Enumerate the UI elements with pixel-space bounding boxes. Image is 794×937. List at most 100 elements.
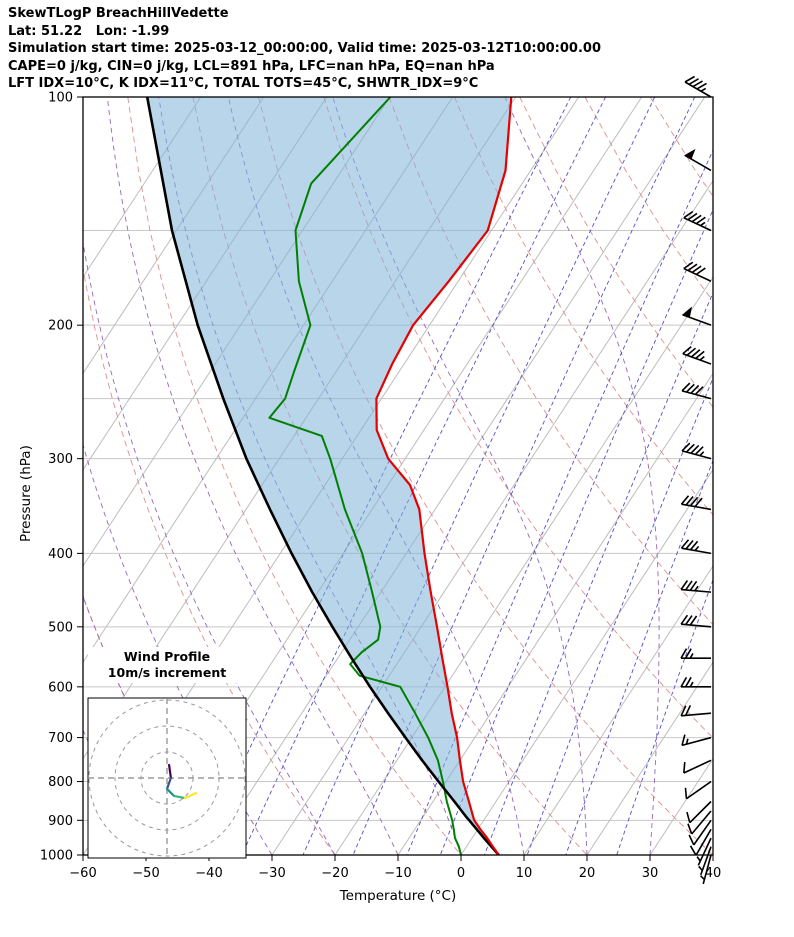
- moist-adiabat-line: [332, 97, 588, 855]
- hodograph-inset: [87, 697, 247, 859]
- x-axis-label: Temperature (°C): [339, 888, 457, 904]
- isotherm-line: [271, 179, 713, 855]
- temperature-tick-label: 0: [457, 866, 465, 881]
- wind-barb: [680, 495, 712, 511]
- pressure-tick-label: 900: [48, 814, 73, 829]
- wind-barb: [680, 539, 712, 555]
- wind-barb: [696, 837, 712, 866]
- wind-barb: [680, 705, 712, 717]
- header: SkewTLogP BreachHillVedette Lat: 51.22 L…: [8, 5, 601, 93]
- temperature-tick-label: 40: [705, 866, 722, 881]
- temperature-tick-label: −10: [384, 866, 411, 881]
- dry-adiabat-line: [649, 97, 713, 198]
- hodograph-trace-segment: [183, 791, 198, 800]
- wind-barb: [681, 306, 712, 326]
- temperature-tick-label: −60: [69, 866, 96, 881]
- temperature-tick-label: −40: [195, 866, 222, 881]
- wind-barb: [683, 759, 712, 774]
- moist-adiabat-line: [504, 97, 660, 855]
- hodograph-trace-segment: [165, 776, 172, 791]
- y-axis-label: Pressure (hPa): [18, 445, 34, 542]
- wind-barb: [698, 846, 712, 876]
- wind-barb: [681, 382, 712, 400]
- isotherm-line: [712, 854, 713, 855]
- temperature-tick-label: −30: [258, 866, 285, 881]
- cin-shading: [147, 97, 512, 855]
- isotherm-line: [397, 372, 713, 855]
- pressure-tick-label: 300: [48, 452, 73, 467]
- wind-barb: [699, 854, 712, 885]
- chart-location: Lat: 51.22 Lon: -1.99: [8, 23, 170, 39]
- wind-barb: [688, 819, 712, 846]
- pressure-tick-label: 600: [48, 680, 73, 695]
- wind-barb: [681, 442, 712, 460]
- wind-barb: [680, 648, 711, 659]
- hodograph-ring: [88, 699, 246, 857]
- wind-barb: [682, 346, 712, 365]
- dewpoint-curve: [268, 97, 462, 855]
- wind-barb: [684, 780, 712, 800]
- chart-stability-1: CAPE=0 j/kg, CIN=0 j/kg, LCL=891 hPa, LF…: [8, 58, 495, 74]
- wind-barb: [687, 810, 712, 835]
- temperature-tick-label: 30: [642, 866, 659, 881]
- mixing-ratio-line: [406, 149, 713, 855]
- wind-barb: [686, 800, 712, 824]
- isotherm-line: [83, 97, 202, 278]
- isotherm-line: [523, 565, 713, 855]
- pressure-tick-label: 1000: [40, 849, 73, 864]
- isotherm-line: [208, 97, 706, 855]
- wind-barb: [681, 734, 712, 747]
- hodograph-title-line2: 10m/s increment: [107, 665, 227, 680]
- wind-barb: [680, 614, 712, 628]
- pressure-tick-label: 100: [48, 91, 73, 106]
- hodograph-trace-segment: [165, 787, 176, 798]
- mixing-ratio-line: [483, 291, 713, 855]
- pressure-tick-label: 200: [48, 319, 73, 334]
- dry-adiabat-line: [519, 97, 713, 408]
- pressure-tick-label: 500: [48, 620, 73, 635]
- moist-adiabat-line: [712, 851, 713, 855]
- temperature-curve: [375, 97, 513, 855]
- moist-adiabat-line: [106, 97, 399, 855]
- isotherm-line: [460, 468, 713, 855]
- wind-barb: [689, 828, 712, 856]
- dry-adiabat-line: [127, 97, 462, 855]
- chart-stability-2: LFT IDX=10°C, K IDX=11°C, TOTAL TOTS=45°…: [8, 76, 479, 91]
- profiles: [145, 97, 513, 855]
- mixing-ratio-line: [526, 377, 713, 855]
- hodograph-title-line1: Wind Profile: [123, 649, 211, 664]
- hodograph-trace-segment: [172, 794, 187, 800]
- chart-title: SkewTLogP BreachHillVedette: [8, 6, 229, 21]
- mixing-ratio-line: [241, 97, 606, 855]
- wind-barb: [680, 676, 711, 688]
- temperature-tick-label: −50: [132, 866, 159, 881]
- wind-barb: [680, 580, 712, 593]
- hodograph-ring: [140, 751, 194, 805]
- wind-barb: [683, 210, 712, 232]
- pressure-tick-label: 400: [48, 547, 73, 562]
- mixing-ratio-line: [565, 459, 713, 855]
- chart-times: Simulation start time: 2025-03-12_00:00:…: [8, 41, 601, 56]
- temperature-tick-label: 20: [579, 866, 596, 881]
- isotherm-line: [586, 661, 713, 855]
- temperature-tick-label: −20: [321, 866, 348, 881]
- wind-barb: [684, 75, 712, 98]
- hodograph-trace-segment: [167, 763, 172, 780]
- pressure-tick-label: 800: [48, 775, 73, 790]
- moist-adiabat-line: [83, 239, 336, 855]
- wind-barb: [683, 261, 712, 282]
- wind-barbs: [680, 75, 712, 885]
- pressure-tick-label: 700: [48, 731, 73, 746]
- hodograph-ring: [114, 725, 220, 831]
- parcel-curve: [145, 97, 500, 855]
- wind-barb: [684, 148, 712, 172]
- mixing-ratio-line: [616, 578, 713, 855]
- dry-adiabat-line: [584, 97, 713, 302]
- temperature-tick-label: 10: [516, 866, 533, 881]
- dry-adiabat-line: [716, 97, 794, 855]
- dry-adiabat-line: [453, 97, 713, 516]
- hodograph-title: Wind Profile 10m/s increment: [88, 647, 246, 683]
